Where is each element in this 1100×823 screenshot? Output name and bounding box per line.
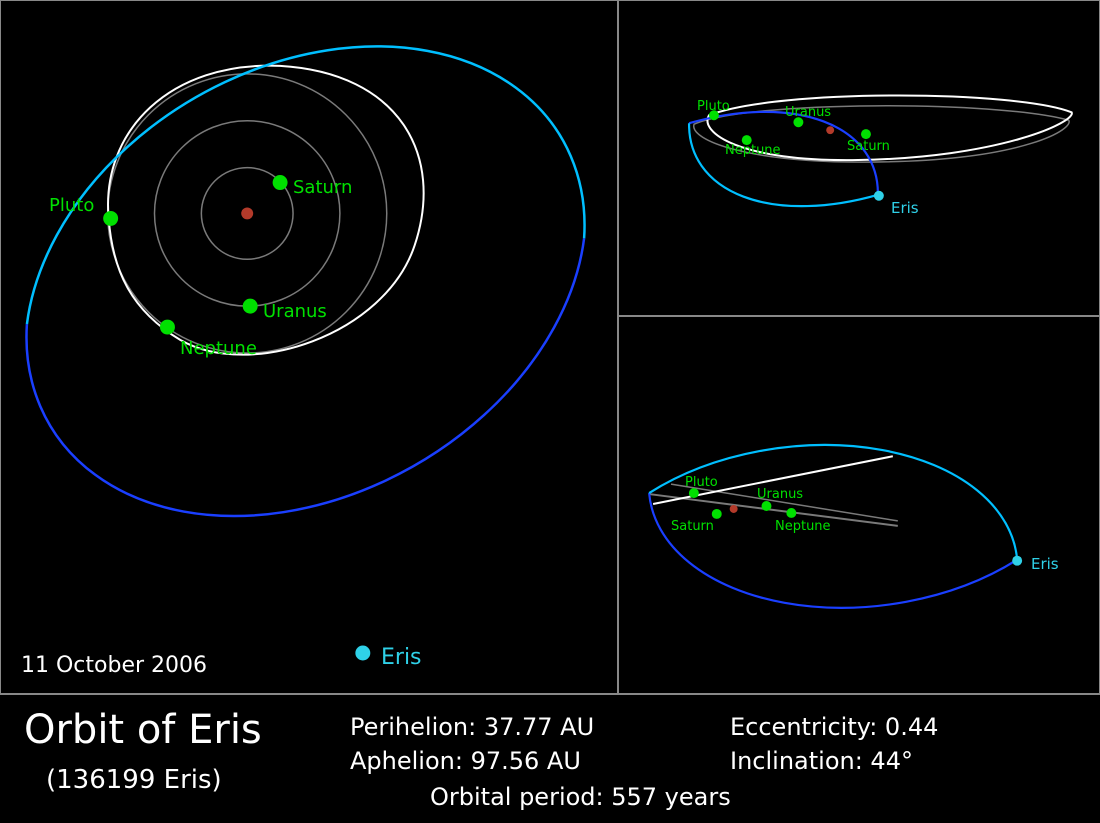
saturn-dot	[273, 175, 288, 190]
diagram-subtitle: (136199 Eris)	[46, 765, 222, 795]
br-pluto-line	[653, 456, 893, 504]
stat-inclination: Inclination: 44°	[730, 747, 913, 775]
tr-uranus-dot	[793, 117, 803, 127]
stat-perihelion: Perihelion: 37.77 AU	[350, 713, 594, 741]
tr-orbit-diagram	[619, 1, 1099, 315]
main-panel: Saturn Uranus Neptune Pluto Eris 11 Octo…	[0, 0, 618, 694]
tr-eris-dot	[874, 191, 884, 201]
br-uranus-dot	[762, 501, 772, 511]
stat-period: Orbital period: 557 years	[430, 783, 731, 811]
stat-eccentricity: Eccentricity: 0.44	[730, 713, 938, 741]
diagram-title: Orbit of Eris	[24, 707, 262, 753]
uranus-dot	[243, 299, 258, 314]
tr-pluto-dot	[709, 110, 719, 120]
br-eris-dot	[1012, 556, 1022, 566]
neptune-dot	[160, 320, 175, 335]
tr-saturn-dot	[861, 129, 871, 139]
br-eris-near	[649, 445, 1017, 560]
footer-panel: Orbit of Eris (136199 Eris) Perihelion: …	[0, 694, 1100, 823]
br-orbit-diagram	[619, 317, 1099, 693]
tr-neptune-dot	[742, 135, 752, 145]
eris-orbit-far	[26, 238, 584, 516]
tr-sun	[826, 126, 834, 134]
sun-dot	[241, 207, 253, 219]
bottom-right-panel: Pluto Saturn Uranus Neptune Eris	[618, 316, 1100, 694]
date-label: 11 October 2006	[21, 653, 207, 678]
br-pluto-dot	[689, 488, 699, 498]
br-aux-line	[671, 484, 898, 521]
eris-dot	[355, 646, 370, 661]
top-right-panel: Pluto Neptune Uranus Saturn Eris	[618, 0, 1100, 316]
pluto-dot	[103, 211, 118, 226]
br-saturn-dot	[712, 509, 722, 519]
tr-planets-plane	[694, 106, 1069, 162]
br-neptune-dot	[786, 508, 796, 518]
stat-aphelion: Aphelion: 97.56 AU	[350, 747, 581, 775]
br-sun	[730, 505, 738, 513]
br-planets-line	[649, 494, 898, 526]
main-orbit-diagram	[1, 1, 617, 693]
